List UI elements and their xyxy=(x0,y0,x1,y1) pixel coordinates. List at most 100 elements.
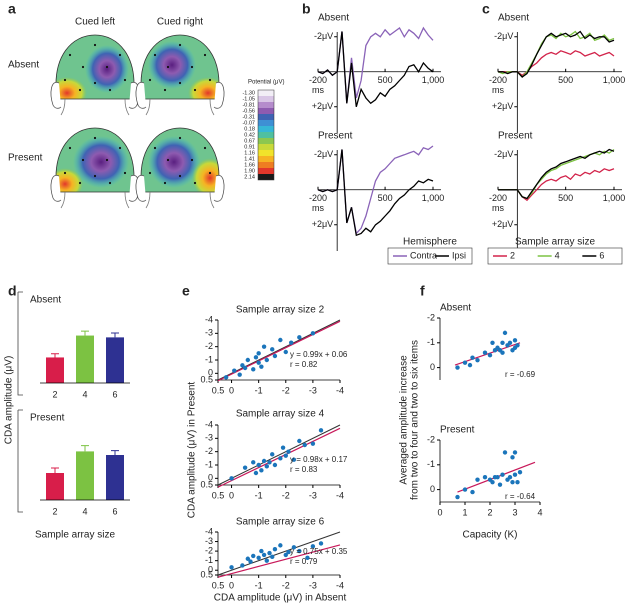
x-tick-label: 2 xyxy=(52,389,57,399)
colorbar-tick-label: 2.14 xyxy=(244,174,255,180)
legend-box xyxy=(487,247,623,265)
colorbar-band xyxy=(258,156,274,162)
legend-label: Ipsi xyxy=(452,250,466,260)
point xyxy=(251,460,256,465)
point xyxy=(237,372,242,377)
point xyxy=(264,357,269,363)
electrode xyxy=(178,174,182,178)
electrode xyxy=(81,65,85,69)
colorbar-band xyxy=(258,132,274,138)
point xyxy=(232,368,237,373)
y-tick-label: -2 xyxy=(427,312,435,322)
point xyxy=(515,479,520,485)
waveform xyxy=(498,148,615,200)
point xyxy=(512,338,518,343)
electrode xyxy=(163,88,167,92)
x-tick-label: 500 xyxy=(378,75,393,85)
head-outline xyxy=(55,127,135,193)
error-bar xyxy=(51,467,59,473)
column-label: Cued right xyxy=(157,17,203,28)
colorbar-band xyxy=(258,120,274,126)
identity-line xyxy=(217,319,341,381)
potential-blob xyxy=(148,136,200,188)
electrode xyxy=(68,53,72,57)
bar xyxy=(46,473,64,500)
point xyxy=(259,364,264,369)
neck xyxy=(145,98,215,116)
point xyxy=(256,555,261,560)
x-tick-label: 0 xyxy=(229,490,234,500)
electrode xyxy=(105,158,109,162)
point xyxy=(245,357,251,363)
point xyxy=(229,565,234,570)
waveform xyxy=(317,26,434,104)
y-tick-label: -3 xyxy=(205,328,213,338)
electrode xyxy=(153,146,157,150)
waveform xyxy=(317,31,434,107)
y-axis-label: from two to four and two to six items xyxy=(410,340,421,500)
subplot-title: Sample array size 4 xyxy=(236,409,325,420)
colorbar-title: Potential (μV) xyxy=(248,80,284,86)
y-tick-label: -2 xyxy=(205,446,213,456)
electrode xyxy=(118,146,122,150)
fit-line xyxy=(217,544,341,578)
x-axis-unit: ms xyxy=(492,85,504,95)
x-tick-label: -3 xyxy=(309,580,317,590)
point xyxy=(240,563,245,568)
axis-bracket xyxy=(17,291,23,396)
point xyxy=(318,428,324,433)
x-tick-label: -4 xyxy=(336,385,344,395)
colorbar-tick-label: 1.41 xyxy=(244,156,255,162)
point xyxy=(475,477,480,482)
point xyxy=(482,350,488,355)
colorbar-band xyxy=(258,150,274,156)
electrode xyxy=(178,136,182,140)
electrode xyxy=(108,181,112,185)
electrode xyxy=(123,78,127,82)
x-tick-label: 4 xyxy=(82,506,87,516)
point xyxy=(259,468,264,473)
electrode xyxy=(193,88,197,92)
bar xyxy=(46,357,64,383)
point xyxy=(497,482,503,487)
point xyxy=(291,457,297,462)
colorbar-band xyxy=(258,162,274,168)
axis-bracket xyxy=(17,409,23,513)
point xyxy=(515,343,520,348)
subplot-title: Sample array size 6 xyxy=(236,517,325,528)
point xyxy=(283,453,288,458)
x-tick-label: 4 xyxy=(82,389,87,399)
electrode xyxy=(78,88,82,92)
point xyxy=(500,472,505,477)
colorbar-band xyxy=(258,108,274,114)
legend-label: 2 xyxy=(510,250,515,260)
x-tick-label: 1,000 xyxy=(422,75,445,85)
identity-line xyxy=(217,531,341,576)
x-tick-label: -2 xyxy=(282,580,290,590)
colorbar-tick-label: -0.31 xyxy=(242,114,255,120)
panel-letter: e xyxy=(182,283,190,299)
point xyxy=(261,552,267,558)
point xyxy=(310,331,316,336)
potential-blob xyxy=(148,41,196,89)
fit-equation: y = 0.99x + 0.06 xyxy=(290,350,348,359)
colorbar-band xyxy=(258,90,274,96)
neck xyxy=(145,191,215,209)
bar xyxy=(76,451,94,500)
subplot-title: Present xyxy=(498,131,533,142)
point xyxy=(510,479,515,485)
fit-equation: y = 0.98x + 0.17 xyxy=(290,455,348,464)
electrode xyxy=(203,146,207,150)
point xyxy=(302,442,307,448)
identity-line xyxy=(217,424,341,486)
x-axis-unit: ms xyxy=(492,203,504,213)
colorbar-tick-label: -1.05 xyxy=(242,96,255,102)
point xyxy=(470,489,475,495)
electrode xyxy=(203,53,207,57)
correlation: r = 0.79 xyxy=(290,557,318,566)
point xyxy=(259,548,264,554)
point xyxy=(251,367,256,372)
potential-blob xyxy=(73,136,129,188)
point xyxy=(286,449,291,454)
point xyxy=(497,348,503,353)
